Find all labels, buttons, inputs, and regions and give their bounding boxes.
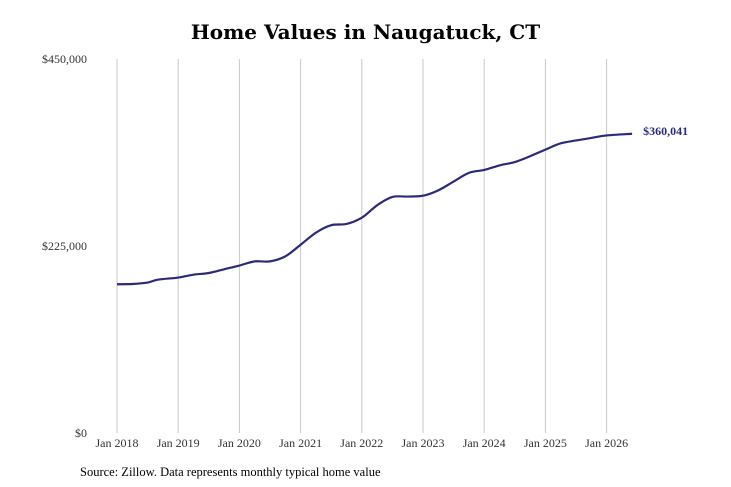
x-axis-ticks: Jan 2018 Jan 2019 Jan 2020 Jan 2021 Jan 2022… [96, 436, 629, 450]
x-tick-label: Jan 2020 [218, 436, 261, 450]
x-tick-label: Jan 2018 [96, 436, 139, 450]
y-tick-label: $450,000 [42, 52, 87, 66]
x-tick-label: Jan 2022 [340, 436, 383, 450]
y-tick-label: $0 [75, 426, 87, 440]
y-tick-label: $225,000 [42, 239, 87, 253]
x-tick-label: Jan 2019 [157, 436, 200, 450]
y-axis-ticks: $450,000 $225,000 $0 [42, 52, 87, 440]
x-tick-label: Jan 2025 [524, 436, 567, 450]
x-tick-label: Jan 2021 [279, 436, 322, 450]
grid-lines [116, 59, 608, 433]
series-end-label: $360,041 [643, 124, 688, 138]
x-tick-label: Jan 2026 [585, 436, 628, 450]
series-end-labels: $360,041 [643, 124, 688, 138]
source-note: Source: Zillow. Data represents monthly … [80, 465, 381, 479]
x-tick-label: Jan 2024 [463, 436, 506, 450]
series-lines [116, 132, 633, 286]
x-tick-label: Jan 2023 [402, 436, 445, 450]
chart-title: Home Values in Naugatuck, CT [190, 20, 541, 44]
series-line [116, 132, 633, 286]
